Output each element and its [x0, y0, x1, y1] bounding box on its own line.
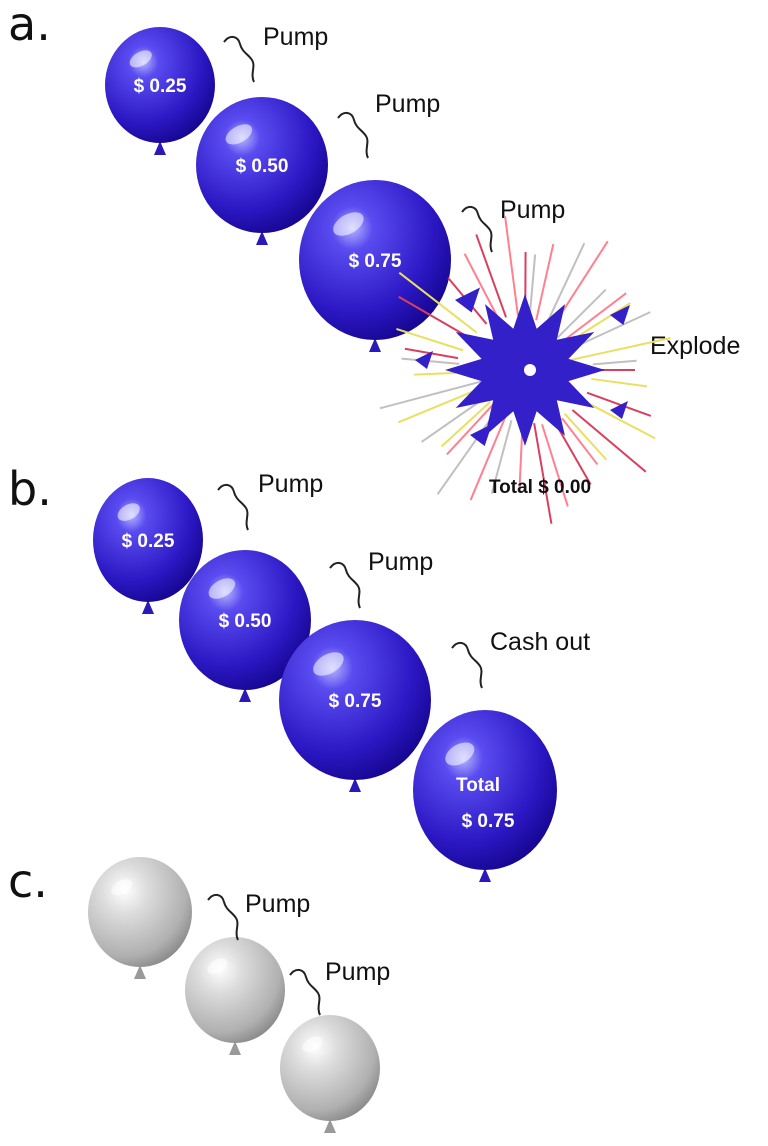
- balloon-knot: [154, 141, 166, 155]
- balloon-value: $ 0.75: [349, 251, 402, 272]
- action-label: Pump: [368, 548, 433, 576]
- action-label: Pump: [258, 470, 323, 498]
- explosion-ray: [572, 410, 645, 472]
- action-label: Explode: [650, 332, 740, 360]
- balloon-body: [280, 1015, 380, 1121]
- explosion-ray: [581, 399, 655, 438]
- balloon-knot: [134, 965, 146, 979]
- action-label: Pump: [263, 23, 328, 51]
- balloon-value: $ 0.75: [329, 691, 382, 712]
- total-value: $ 0.75: [462, 811, 515, 832]
- balloon-knot: [142, 600, 154, 614]
- balloon-value: $ 0.50: [219, 611, 272, 632]
- explosion-ray: [505, 216, 518, 315]
- action-label: Pump: [245, 890, 310, 918]
- action-label: Pump: [325, 958, 390, 986]
- squiggle: [330, 563, 360, 608]
- total-label: Total: [456, 775, 500, 796]
- balloon-knot: [324, 1119, 336, 1133]
- balloon-body: [88, 857, 192, 967]
- explosion-ray: [593, 361, 637, 365]
- squiggle: [290, 970, 320, 1015]
- panel-label: b.: [8, 462, 52, 516]
- total-label: Total $ 0.00: [489, 477, 591, 498]
- explosion-ray: [591, 379, 647, 386]
- balloon: [280, 1015, 380, 1133]
- balloon-value: $ 0.25: [122, 531, 175, 552]
- squiggle: [208, 895, 238, 940]
- balloon-body: [185, 937, 285, 1043]
- page: {"panels": [ {"label": "a.", "balloons":…: [0, 0, 768, 1146]
- explosion-center: [524, 364, 536, 376]
- balloon: [185, 937, 285, 1055]
- balloon-knot: [479, 868, 491, 882]
- squiggle: [224, 37, 254, 82]
- balloon-knot: [256, 231, 268, 245]
- balloon-knot: [369, 338, 381, 352]
- action-label: Cash out: [490, 628, 590, 656]
- explosion-ray: [530, 254, 535, 316]
- explosion-ray: [402, 359, 460, 364]
- balloon-value: $ 0.25: [134, 76, 187, 97]
- balloon-value: $ 0.50: [236, 156, 289, 177]
- squiggle: [218, 485, 248, 530]
- balloon-knot: [239, 688, 251, 702]
- explosion-ray: [534, 423, 551, 524]
- explosion-ray: [536, 244, 553, 320]
- squiggle: [462, 207, 492, 252]
- squiggle: [452, 643, 482, 688]
- balloon-shard: [415, 351, 433, 369]
- explosion-ray: [414, 373, 456, 375]
- action-label: Pump: [500, 196, 565, 224]
- bart-figure: a. b. c. $ 0.25 $ 0.50 $ 0.75 Pump Pump Pump Expl…: [0, 0, 768, 1146]
- explosion-ray: [396, 329, 463, 350]
- balloon-knot: [229, 1041, 241, 1055]
- explosion-ray: [546, 243, 584, 325]
- balloon-knot: [349, 778, 361, 792]
- action-label: Pump: [375, 90, 440, 118]
- balloon: [88, 857, 192, 979]
- squiggle: [338, 113, 368, 158]
- panel-label: a.: [8, 0, 51, 51]
- panel-label: c.: [8, 854, 48, 908]
